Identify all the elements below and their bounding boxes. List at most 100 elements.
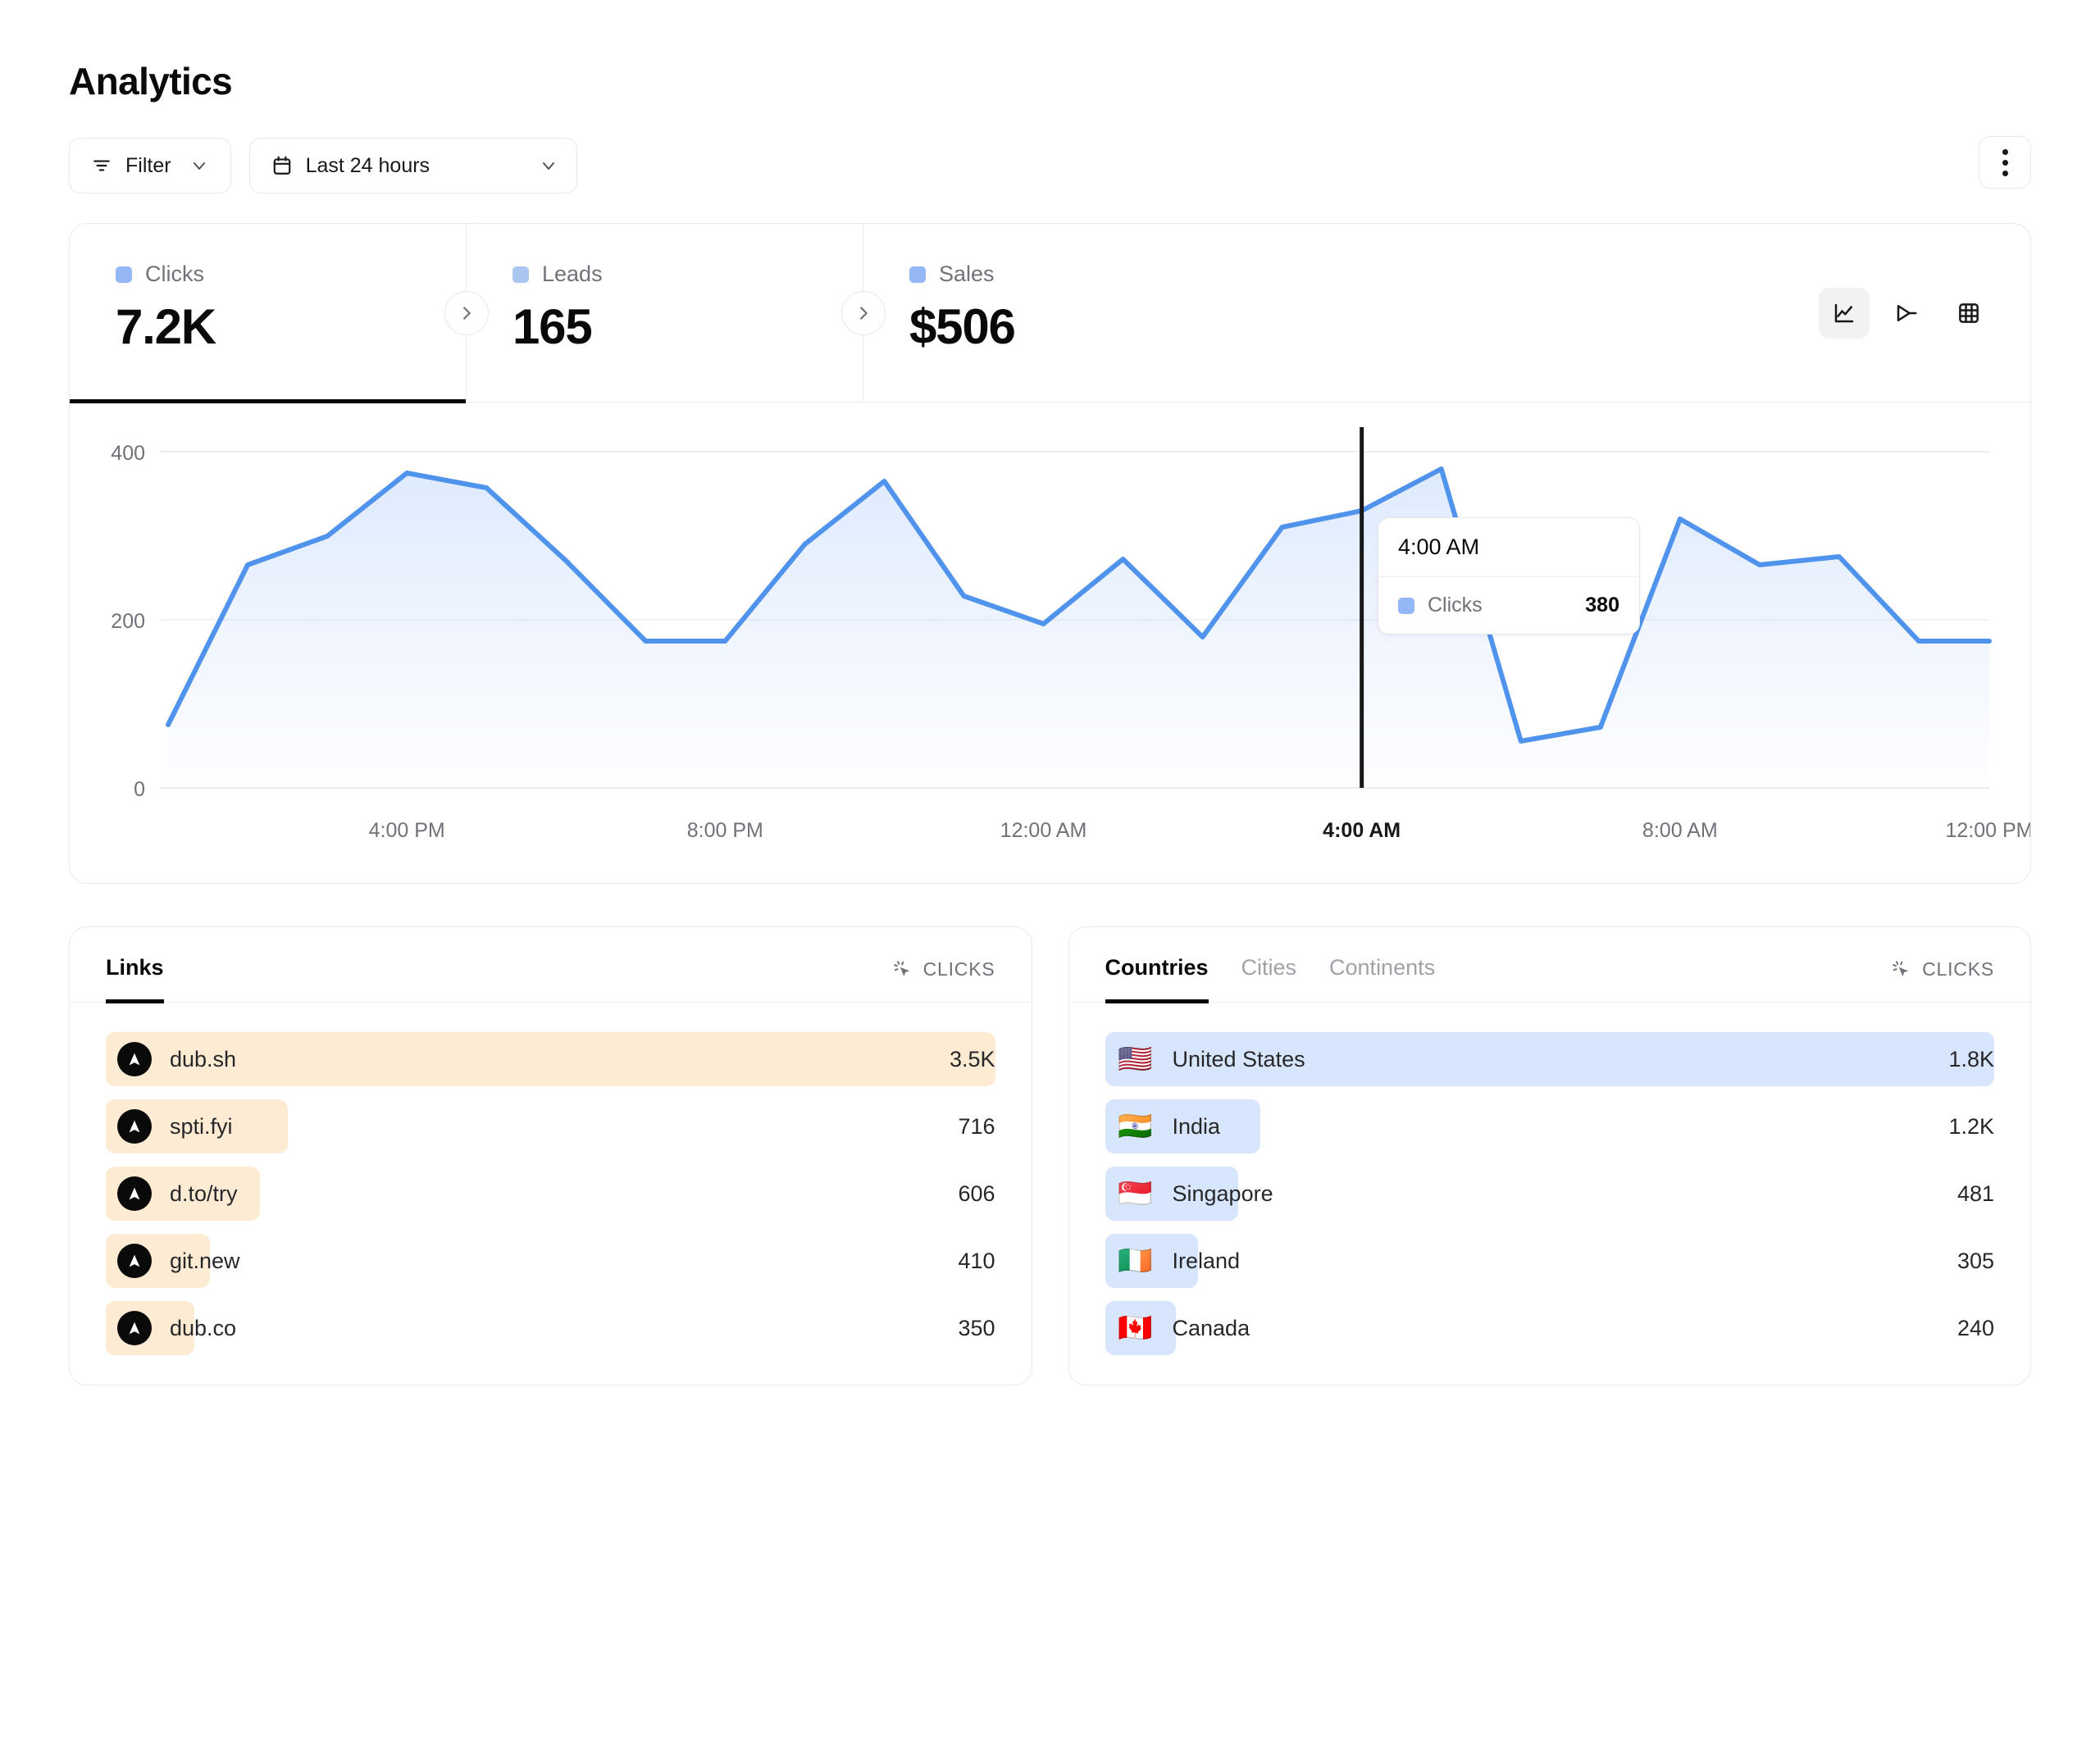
row-content: d.to/try xyxy=(106,1176,238,1211)
leads-color-swatch xyxy=(512,266,529,283)
country-value: 1.8K xyxy=(1948,1046,1994,1071)
link-value: 3.5K xyxy=(949,1046,995,1071)
metric-name: Sales xyxy=(939,262,995,286)
country-label: India xyxy=(1172,1113,1221,1139)
calendar-icon xyxy=(271,155,293,176)
list-item[interactable]: 🇺🇸 United States 1.8K xyxy=(1105,1032,1994,1086)
links-metric-label: CLICKS xyxy=(922,958,995,980)
flag-icon-us: 🇺🇸 xyxy=(1118,1044,1153,1075)
link-label: git.new xyxy=(170,1248,240,1273)
x-tick-label: 12:00 PM xyxy=(1945,819,2030,842)
dub-logo-icon xyxy=(117,1176,152,1211)
list-item[interactable]: dub.co 350 xyxy=(106,1301,995,1355)
metrics-row: Clicks 7.2K Leads 165 Sales $506 xyxy=(70,224,2030,403)
row-content: dub.sh xyxy=(106,1042,236,1076)
list-item[interactable]: 🇮🇳 India 1.2K xyxy=(1105,1099,1994,1153)
sales-color-swatch xyxy=(909,266,926,283)
row-content: 🇸🇬 Singapore xyxy=(1105,1180,1273,1208)
country-label: Singapore xyxy=(1172,1181,1273,1206)
kebab-menu-icon xyxy=(2002,147,2008,179)
chevron-right-icon xyxy=(860,306,868,320)
clicks-color-swatch xyxy=(116,266,132,283)
country-value: 1.2K xyxy=(1948,1113,1994,1139)
view-toggle-funnel[interactable] xyxy=(1881,288,1932,339)
view-toggle-table[interactable] xyxy=(1943,288,1994,339)
link-value: 606 xyxy=(958,1181,995,1206)
x-tick-label: 4:00 PM xyxy=(369,819,445,842)
metric-name: Leads xyxy=(542,262,603,286)
line-chart-icon xyxy=(1832,301,1856,325)
filter-icon xyxy=(91,155,112,176)
metric-value: 7.2K xyxy=(116,299,216,354)
metric-tab-sales[interactable]: Sales $506 xyxy=(863,224,1290,402)
tooltip-body: Clicks 380 xyxy=(1378,577,1639,634)
more-options-button[interactable] xyxy=(1979,136,2031,189)
list-item[interactable]: d.to/try 606 xyxy=(106,1167,995,1221)
row-content: spti.fyi xyxy=(106,1109,233,1144)
metric-value: $506 xyxy=(909,299,1016,354)
bar-fill xyxy=(1105,1099,1261,1153)
tab-links[interactable]: Links xyxy=(106,955,164,1003)
row-content: 🇮🇳 India xyxy=(1105,1112,1221,1140)
view-toggle-line-chart[interactable] xyxy=(1819,287,1870,339)
row-content: 🇮🇪 Ireland xyxy=(1105,1247,1240,1275)
x-tick-label-active: 4:00 AM xyxy=(1323,819,1401,842)
dub-logo-icon xyxy=(117,1311,152,1345)
clicks-area xyxy=(168,469,1989,788)
links-list: dub.sh 3.5K spti.fyi 716 xyxy=(70,1003,1032,1385)
list-item[interactable]: dub.sh 3.5K xyxy=(106,1032,995,1086)
links-tabs: Links xyxy=(106,927,164,1003)
x-tick-label: 12:00 AM xyxy=(1000,819,1087,842)
date-range-label: Last 24 hours xyxy=(305,153,430,177)
link-label: dub.sh xyxy=(170,1046,237,1071)
chart-canvas: 400 200 0 4:00 PM 8:00 PM 12:00 AM 4:00 … xyxy=(111,427,2030,842)
tab-countries[interactable]: Countries xyxy=(1105,955,1209,1003)
tab-cities[interactable]: Cities xyxy=(1241,955,1297,1002)
y-tick-0: 0 xyxy=(134,778,145,801)
clicks-timeseries-chart[interactable]: 400 200 0 4:00 PM 8:00 PM 12:00 AM 4:00 … xyxy=(70,403,2030,883)
links-panel-header: Links CLICKS xyxy=(70,927,1032,1003)
tab-continents[interactable]: Continents xyxy=(1329,955,1435,1002)
row-content: 🇨🇦 Canada xyxy=(1105,1314,1250,1342)
locations-metric-toggle[interactable]: CLICKS xyxy=(1891,958,1994,980)
list-item[interactable]: 🇮🇪 Ireland 305 xyxy=(1105,1234,1994,1288)
locations-panel-header: Countries Cities Continents CLICKS xyxy=(1068,927,2030,1003)
cursor-click-icon xyxy=(892,959,913,980)
list-item[interactable]: 🇨🇦 Canada 240 xyxy=(1105,1301,1994,1355)
metric-tab-clicks[interactable]: Clicks 7.2K xyxy=(70,224,467,403)
links-metric-toggle[interactable]: CLICKS xyxy=(892,958,995,980)
date-range-button[interactable]: Last 24 hours xyxy=(248,138,577,193)
chevron-down-icon xyxy=(189,156,209,175)
next-metric-button-leads[interactable] xyxy=(841,290,886,335)
chevron-down-icon xyxy=(539,156,558,175)
next-metric-button-clicks[interactable] xyxy=(444,290,489,335)
view-toggle-group xyxy=(1819,287,1994,339)
country-label: United States xyxy=(1172,1046,1305,1071)
country-value: 481 xyxy=(1957,1181,1994,1206)
countries-list: 🇺🇸 United States 1.8K 🇮🇳 India 1.2K xyxy=(1069,1003,2031,1385)
clicks-line xyxy=(166,466,1992,744)
metric-tab-leads[interactable]: Leads 165 xyxy=(467,224,863,402)
filter-button[interactable]: Filter xyxy=(69,138,231,193)
list-item[interactable]: git.new 410 xyxy=(106,1234,995,1288)
metric-value: 165 xyxy=(512,299,593,354)
list-item[interactable]: spti.fyi 716 xyxy=(106,1099,995,1153)
toolbar: Filter Last 24 hours xyxy=(69,136,2031,193)
filter-button-label: Filter xyxy=(125,153,171,177)
flag-icon-sg: 🇸🇬 xyxy=(1118,1178,1153,1209)
bar-fill xyxy=(1105,1234,1199,1288)
triangle-logo-glyph xyxy=(129,1322,140,1335)
tooltip-color-swatch xyxy=(1398,597,1414,614)
list-item[interactable]: 🇸🇬 Singapore 481 xyxy=(1105,1167,1994,1221)
metric-name: Clicks xyxy=(145,262,204,286)
table-grid-icon xyxy=(1957,301,1981,325)
triangle-logo-glyph xyxy=(129,1120,140,1133)
dub-logo-icon xyxy=(117,1042,152,1076)
flag-icon-ca: 🇨🇦 xyxy=(1118,1313,1153,1344)
tooltip-time: 4:00 AM xyxy=(1378,518,1639,577)
dub-logo-icon xyxy=(117,1109,152,1144)
cursor-click-icon xyxy=(1891,959,1912,980)
link-label: d.to/try xyxy=(170,1181,238,1206)
triangle-logo-glyph xyxy=(129,1254,140,1267)
y-tick-200: 200 xyxy=(111,610,145,633)
